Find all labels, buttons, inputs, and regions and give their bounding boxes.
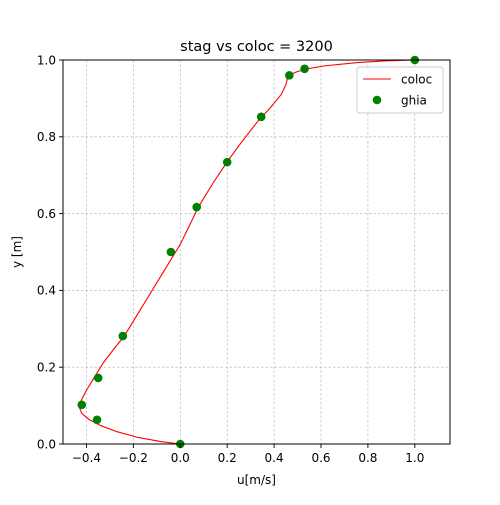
legend-label-ghia: ghia <box>401 93 427 107</box>
chart-title: stag vs coloc = 3200 <box>180 39 333 55</box>
marker-ghia <box>167 248 176 257</box>
x-axis-label: u[m/s] <box>237 473 276 487</box>
x-tick-label: 0.0 <box>171 451 190 465</box>
marker-ghia <box>77 401 86 410</box>
legend-label-coloc: coloc <box>401 72 432 86</box>
x-tick-label: 0.2 <box>218 451 237 465</box>
marker-ghia <box>285 71 294 80</box>
marker-ghia <box>223 158 232 167</box>
legend-swatch-ghia <box>373 96 382 105</box>
marker-ghia <box>93 416 102 425</box>
x-tick-label: 1.0 <box>405 451 424 465</box>
x-tick-label: −0.4 <box>72 451 101 465</box>
x-tick-label: −0.2 <box>119 451 148 465</box>
y-axis-label: y [m] <box>10 236 24 268</box>
x-tick-label: 0.8 <box>358 451 377 465</box>
y-tick-label: 0.4 <box>37 284 56 298</box>
y-tick-label: 1.0 <box>37 53 56 67</box>
marker-ghia <box>119 332 128 341</box>
y-tick-label: 0.8 <box>37 130 56 144</box>
legend: coloc ghia <box>357 67 443 113</box>
marker-ghia <box>192 203 201 212</box>
y-tick-label: 0.2 <box>37 361 56 375</box>
marker-ghia <box>300 65 309 74</box>
y-tick-label: 0.6 <box>37 207 56 221</box>
y-tick-label: 0.0 <box>37 437 56 451</box>
x-tick-label: 0.6 <box>311 451 330 465</box>
marker-ghia <box>94 374 103 383</box>
marker-ghia <box>257 113 266 122</box>
x-tick-label: 0.4 <box>265 451 284 465</box>
